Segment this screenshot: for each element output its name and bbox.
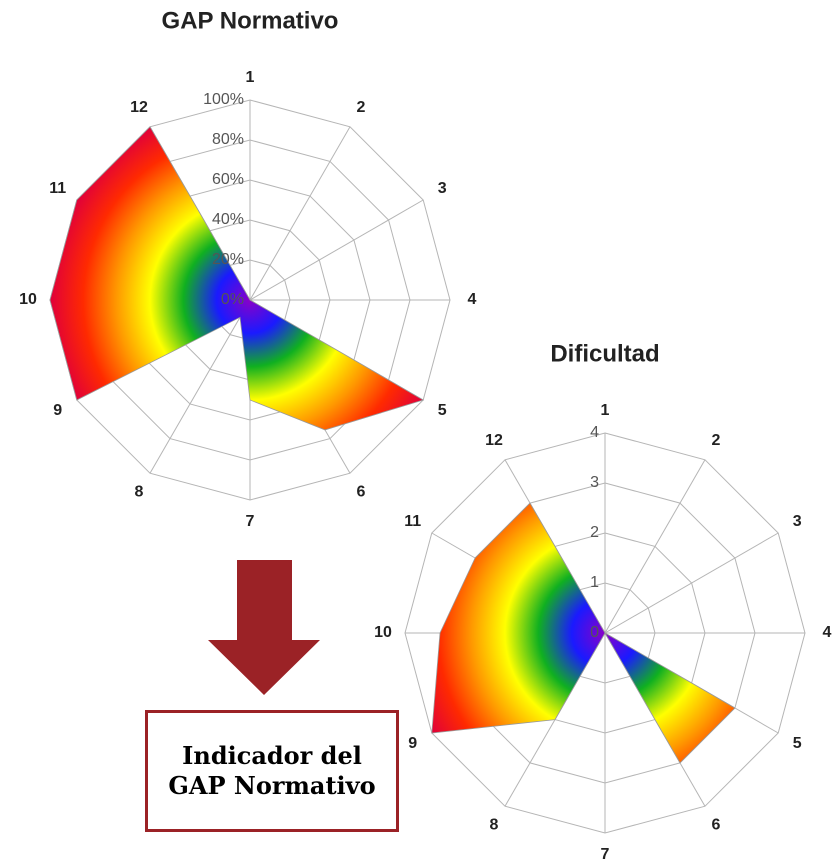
y-tick-label: 80% — [212, 131, 244, 148]
y-tick-label: 60% — [212, 171, 244, 188]
axis-spoke — [149, 299, 251, 474]
y-tick-label: 2 — [590, 524, 599, 541]
category-label: 12 — [485, 432, 503, 449]
y-tick-label: 40% — [212, 211, 244, 228]
category-label: 6 — [712, 816, 721, 833]
chart-title: GAP Normativo — [162, 7, 339, 34]
axis-spoke — [249, 126, 351, 301]
category-label: 5 — [793, 735, 802, 752]
category-label: 9 — [53, 402, 62, 419]
data-area — [49, 126, 425, 431]
arrow — [208, 560, 320, 695]
category-label: 12 — [130, 99, 148, 116]
category-label: 7 — [246, 513, 255, 530]
category-label: 10 — [19, 291, 37, 308]
category-label: 10 — [374, 624, 392, 641]
axis-spoke — [249, 199, 424, 301]
axis-spoke — [604, 459, 706, 634]
category-label: 3 — [793, 513, 802, 530]
category-label: 8 — [135, 483, 144, 500]
category-label: 2 — [357, 99, 366, 116]
category-label: 4 — [823, 624, 832, 641]
axis-spoke — [604, 532, 779, 634]
y-tick-label: 1 — [590, 574, 599, 591]
chart-title: Dificultad — [550, 340, 659, 367]
category-label: 3 — [438, 180, 447, 197]
category-label: 9 — [408, 735, 417, 752]
category-label: 4 — [468, 291, 477, 308]
y-tick-label: 20% — [212, 251, 244, 268]
category-label: 11 — [404, 513, 421, 530]
y-tick-label: 3 — [590, 474, 599, 491]
category-label: 11 — [49, 180, 66, 197]
data-area — [431, 502, 736, 764]
category-label: 5 — [438, 402, 447, 419]
y-tick-label: 0% — [221, 291, 244, 308]
y-tick-label: 100% — [203, 91, 244, 108]
category-label: 6 — [357, 483, 366, 500]
category-label: 7 — [601, 846, 610, 863]
category-label: 1 — [601, 402, 610, 419]
indicator-box: Indicador del GAP Normativo — [145, 710, 399, 832]
category-label: 1 — [246, 69, 255, 86]
category-label: 2 — [712, 432, 721, 449]
category-label: 8 — [490, 816, 499, 833]
y-tick-label: 0 — [590, 624, 599, 641]
y-tick-label: 4 — [590, 424, 599, 441]
